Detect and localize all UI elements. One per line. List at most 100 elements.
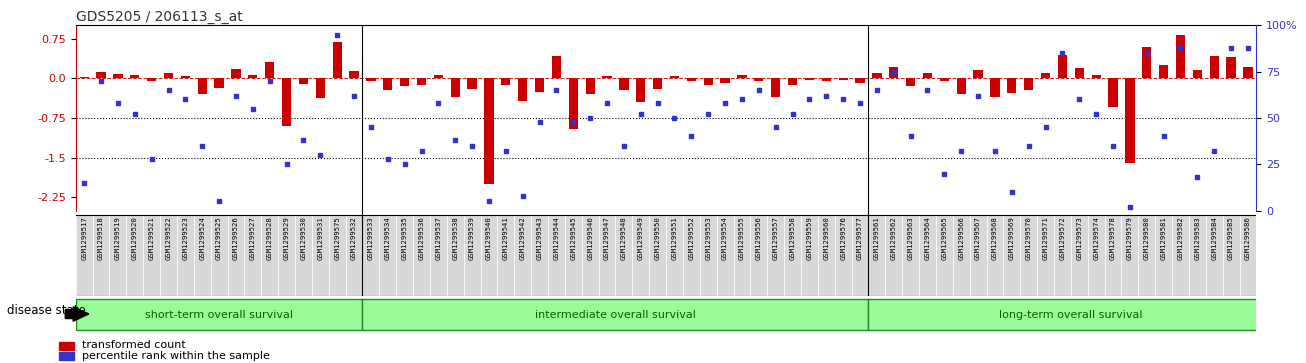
Bar: [670, 76, 679, 78]
Bar: [1058, 54, 1067, 78]
Bar: [231, 69, 240, 78]
Bar: [1109, 78, 1118, 107]
Bar: [464, 215, 481, 296]
Bar: [885, 215, 902, 296]
Text: transformed count: transformed count: [82, 340, 185, 350]
Bar: [552, 56, 562, 78]
Text: GSM1299546: GSM1299546: [588, 216, 593, 260]
Text: GSM1299572: GSM1299572: [1059, 216, 1066, 260]
Bar: [902, 215, 919, 296]
Bar: [1226, 57, 1235, 78]
Bar: [704, 78, 713, 85]
Text: GSM1299532: GSM1299532: [351, 216, 357, 260]
Bar: [197, 78, 206, 94]
Bar: [346, 215, 363, 296]
Bar: [990, 78, 999, 97]
Bar: [193, 215, 210, 296]
Text: GSM1299534: GSM1299534: [385, 216, 390, 260]
Bar: [1156, 215, 1171, 296]
Bar: [754, 78, 764, 81]
Bar: [379, 215, 396, 296]
Bar: [417, 78, 426, 85]
Bar: [1126, 78, 1135, 163]
Text: GSM1299539: GSM1299539: [469, 216, 475, 260]
Text: percentile rank within the sample: percentile rank within the sample: [82, 351, 270, 361]
Text: GSM1299524: GSM1299524: [200, 216, 205, 260]
Text: intermediate overall survival: intermediate overall survival: [535, 310, 696, 320]
Bar: [1209, 56, 1218, 78]
Bar: [383, 78, 392, 90]
Text: GSM1299559: GSM1299559: [806, 216, 812, 260]
Bar: [265, 62, 274, 78]
Bar: [515, 215, 532, 296]
Bar: [97, 72, 106, 78]
Bar: [227, 215, 244, 296]
Bar: [683, 215, 700, 296]
Bar: [653, 78, 662, 89]
Bar: [1092, 75, 1101, 78]
Bar: [1139, 215, 1156, 296]
Bar: [1158, 65, 1169, 78]
Text: GSM1299544: GSM1299544: [554, 216, 559, 260]
Text: GSM1299520: GSM1299520: [132, 216, 137, 260]
Bar: [295, 215, 312, 296]
Bar: [76, 215, 93, 296]
Bar: [804, 78, 814, 81]
Bar: [598, 215, 615, 296]
Bar: [163, 73, 174, 78]
Bar: [666, 215, 683, 296]
Bar: [956, 78, 966, 94]
Text: GSM1299536: GSM1299536: [418, 216, 424, 260]
Text: GSM1299537: GSM1299537: [435, 216, 441, 260]
Bar: [1188, 215, 1205, 296]
Bar: [784, 215, 801, 296]
Text: GSM1299551: GSM1299551: [671, 216, 678, 260]
Text: GSM1299541: GSM1299541: [503, 216, 509, 260]
Text: GSM1299577: GSM1299577: [857, 216, 863, 260]
Bar: [767, 215, 784, 296]
Text: GSM1299582: GSM1299582: [1178, 216, 1183, 260]
Bar: [1075, 68, 1084, 78]
Text: GSM1299521: GSM1299521: [149, 216, 154, 260]
Bar: [261, 215, 278, 296]
Bar: [1192, 70, 1202, 78]
Bar: [632, 215, 649, 296]
Bar: [852, 215, 868, 296]
Bar: [801, 215, 818, 296]
Text: GSM1299571: GSM1299571: [1042, 216, 1049, 260]
Text: GSM1299583: GSM1299583: [1195, 216, 1200, 260]
Bar: [835, 215, 852, 296]
Text: GDS5205 / 206113_s_at: GDS5205 / 206113_s_at: [76, 11, 243, 24]
Bar: [312, 215, 329, 296]
Text: GSM1299575: GSM1299575: [334, 216, 340, 260]
Bar: [1037, 215, 1054, 296]
Bar: [821, 78, 831, 81]
Text: GSM1299526: GSM1299526: [232, 216, 239, 260]
Text: GSM1299530: GSM1299530: [300, 216, 307, 260]
Bar: [568, 78, 579, 129]
Bar: [363, 215, 379, 296]
Bar: [282, 78, 291, 126]
Bar: [366, 78, 376, 81]
Bar: [889, 67, 899, 78]
Bar: [1122, 215, 1139, 296]
Text: GSM1299531: GSM1299531: [317, 216, 324, 260]
Bar: [110, 215, 127, 296]
Bar: [1041, 73, 1050, 78]
Bar: [838, 78, 848, 81]
Bar: [1171, 215, 1188, 296]
Text: GSM1299565: GSM1299565: [942, 216, 947, 260]
Bar: [468, 78, 477, 89]
Text: GSM1299580: GSM1299580: [1144, 216, 1149, 260]
Text: GSM1299543: GSM1299543: [537, 216, 542, 260]
Bar: [316, 78, 325, 98]
Bar: [413, 215, 430, 296]
Text: GSM1299579: GSM1299579: [1127, 216, 1132, 260]
Text: GSM1299573: GSM1299573: [1076, 216, 1083, 260]
Bar: [502, 78, 511, 85]
Text: long-term overall survival: long-term overall survival: [999, 310, 1143, 320]
Bar: [131, 75, 140, 78]
Bar: [636, 78, 645, 102]
Bar: [176, 215, 193, 296]
Text: GSM1299525: GSM1299525: [215, 216, 222, 260]
